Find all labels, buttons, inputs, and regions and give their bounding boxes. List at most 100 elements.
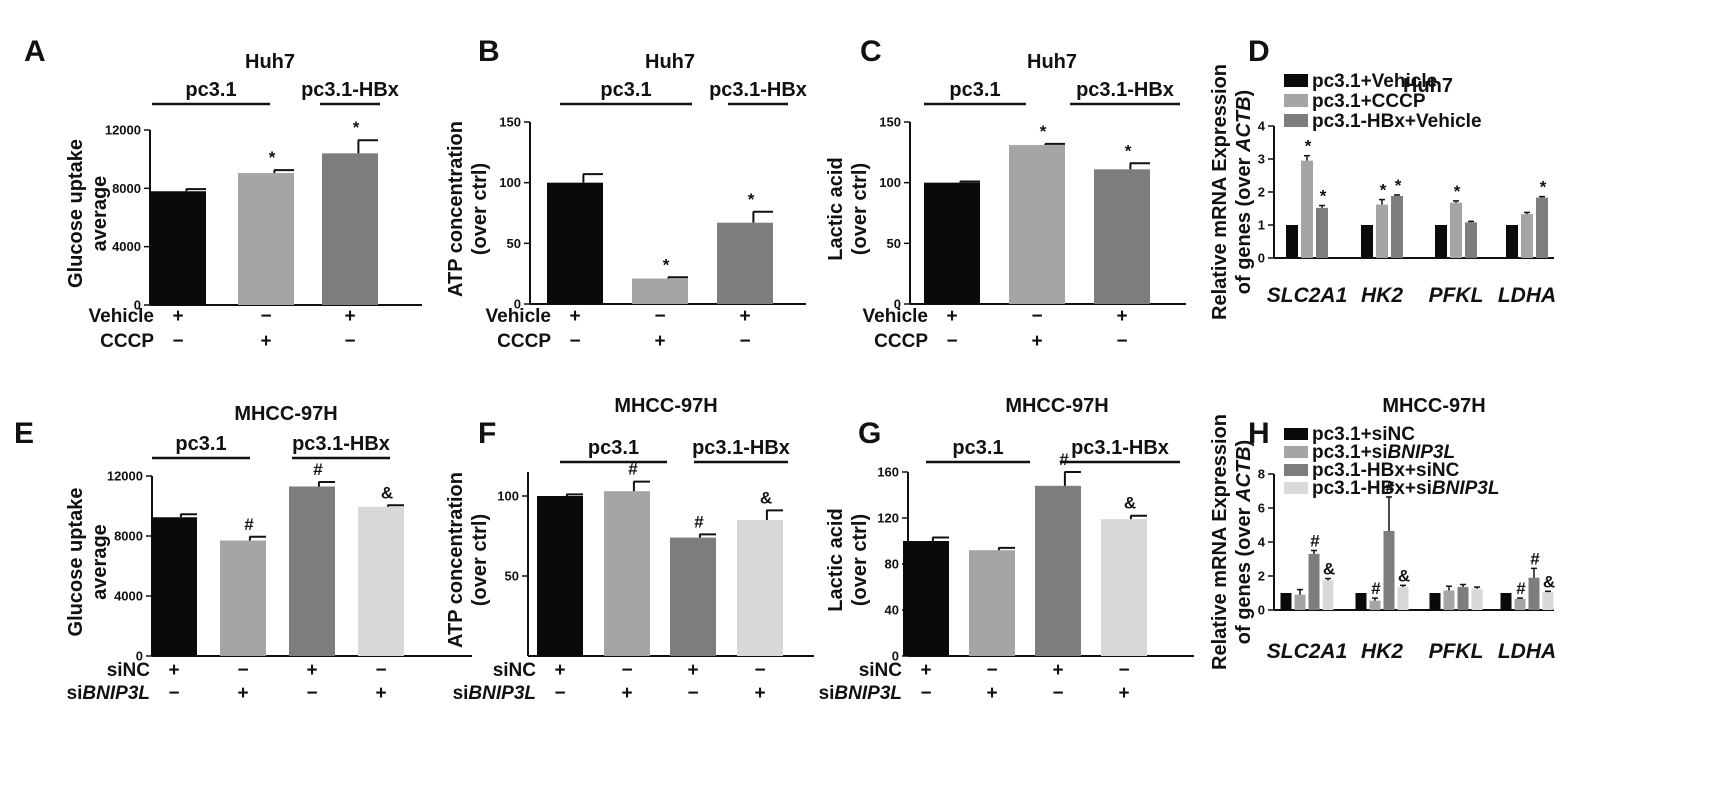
y-tick-label: 160 [877, 465, 899, 480]
y-tick-label: 100 [879, 175, 901, 190]
condition-label: siNC [493, 660, 537, 681]
y-tick-label: 100 [497, 489, 519, 504]
y-axis-label: (over ctrl) [849, 514, 871, 606]
y-tick-label: 12000 [105, 123, 141, 138]
significance-mark: * [663, 255, 670, 274]
bar [1316, 207, 1328, 258]
condition-label: siNC [107, 660, 151, 681]
y-tick-label: 0 [134, 298, 141, 313]
y-axis-label: average [89, 176, 111, 252]
y-tick-label: 80 [885, 557, 899, 572]
condition-sign: + [946, 306, 957, 327]
bar [1391, 195, 1403, 258]
y-axis-label: (over ctrl) [849, 163, 871, 255]
condition-sign: + [1052, 660, 1063, 681]
group-label: pc3.1-HBx [292, 433, 390, 455]
condition-label: siNC [859, 660, 903, 681]
panel-h: H MHCC-97H 0 2 4 6 8 Relative mRNA Expression of… [1209, 395, 1556, 670]
group-label: pc3.1 [949, 79, 1000, 101]
condition-sign: − [654, 306, 665, 327]
condition-sign: − [375, 660, 386, 681]
bar [737, 520, 783, 656]
bar [151, 517, 197, 656]
bar [1542, 592, 1554, 610]
y-axis-label: Lactic acid [825, 508, 847, 611]
bar [1450, 202, 1462, 258]
condition-label: siBNIP3L [453, 683, 536, 704]
condition-sign: − [1031, 306, 1042, 327]
condition-sign: − [554, 683, 565, 704]
significance-mark: & [760, 488, 772, 507]
chart-title: MHCC-97H [614, 395, 717, 417]
bar [1536, 197, 1548, 258]
chart-title: Huh7 [1403, 75, 1453, 97]
legend-swatch [1284, 74, 1308, 87]
condition-sign: − [168, 683, 179, 704]
chart-title: MHCC-97H [234, 403, 337, 425]
panel-letter: A [24, 35, 46, 68]
bar [150, 191, 206, 305]
panel-d: D Huh7 0 1 2 3 4 Relative mRNA Expression of gen… [1209, 35, 1556, 320]
bar [1355, 593, 1367, 610]
significance-mark: & [1124, 494, 1136, 513]
y-tick-label: 8000 [112, 181, 141, 196]
chart-title: MHCC-97H [1005, 395, 1108, 417]
significance-mark: # [313, 460, 323, 479]
group-label: pc3.1 [185, 79, 236, 101]
panel-letter: E [14, 417, 34, 450]
y-axis-label: Relative mRNA Expression [1209, 64, 1231, 320]
legend-swatch [1284, 94, 1308, 107]
y-tick-label: 0 [514, 297, 521, 312]
significance-mark: * [1305, 137, 1312, 156]
bar [1514, 598, 1526, 610]
group-label: pc3.1-HBx [1071, 437, 1169, 459]
condition-label: Vehicle [89, 306, 155, 327]
y-tick-label: 2 [1258, 185, 1265, 200]
chart-title: Huh7 [1027, 51, 1077, 73]
legend-label: pc3.1+CCCP [1312, 91, 1426, 112]
chart-title: Huh7 [245, 51, 295, 73]
y-tick-label: 150 [499, 115, 521, 130]
y-axis-label: Glucose uptake [65, 139, 87, 288]
y-axis-label: (over ctrl) [469, 514, 491, 606]
significance-mark: * [1040, 122, 1047, 141]
category-label: HK2 [1361, 284, 1403, 307]
condition-label: siBNIP3L [819, 683, 902, 704]
bar [924, 182, 980, 304]
group-label: pc3.1 [952, 437, 1003, 459]
y-tick-label: 120 [877, 511, 899, 526]
condition-sign: + [1116, 306, 1127, 327]
category-label: LDHA [1498, 284, 1556, 307]
condition-sign: − [569, 331, 580, 352]
significance-mark: # [1516, 579, 1526, 598]
bar [358, 506, 404, 656]
y-tick-label: 100 [499, 175, 521, 190]
category-label: SLC2A1 [1267, 284, 1348, 307]
panel-b: B Huh7 pc3.1 pc3.1-HBx 0 50 100 150 ATP concentr… [445, 35, 807, 352]
significance-mark: * [1320, 187, 1327, 206]
group-label: pc3.1-HBx [1076, 79, 1174, 101]
bar [1435, 225, 1447, 258]
bar [969, 550, 1015, 656]
bar [1101, 519, 1147, 656]
condition-sign: + [621, 683, 632, 704]
bar [1035, 485, 1081, 656]
y-axis-label: of genes (over ACTB) [1233, 90, 1255, 294]
bar [1457, 587, 1469, 610]
panel-a: A Huh7 pc3.1 pc3.1-HBx 0 4000 8000 12000 Glucose… [24, 35, 422, 352]
significance-mark: # [1059, 450, 1069, 469]
chart-title: MHCC-97H [1382, 395, 1485, 417]
category-label: PFKL [1429, 284, 1484, 307]
bar [1376, 204, 1388, 258]
bar [1294, 594, 1306, 610]
legend-swatch [1284, 464, 1308, 476]
condition-label: CCCP [874, 331, 928, 352]
bar [322, 153, 378, 305]
panel-letter: C [860, 35, 882, 68]
y-tick-label: 6 [1258, 501, 1265, 516]
y-tick-label: 1 [1258, 218, 1265, 233]
legend-swatch [1284, 114, 1308, 127]
